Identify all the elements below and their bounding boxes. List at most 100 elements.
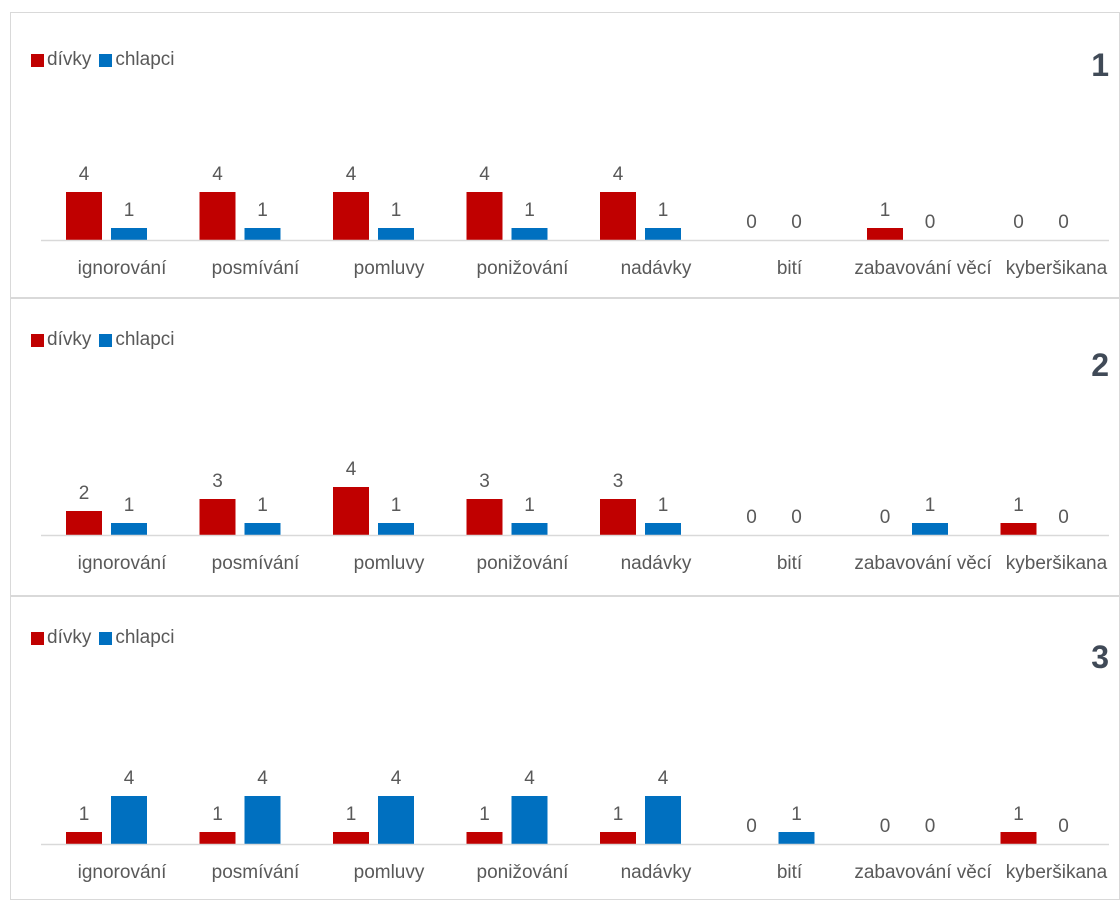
data-label: 0 (925, 212, 936, 233)
chart-panel-2: dívky chlapci 2 2 1 ignorování 3 1 posmívání 4 1 po… (10, 298, 1120, 596)
legend-swatch (31, 631, 44, 645)
category-label: ponižování (477, 553, 570, 574)
data-label: 1 (524, 200, 535, 221)
bar (645, 523, 681, 535)
data-label: 1 (257, 200, 268, 221)
data-label: 1 (391, 200, 402, 221)
data-label: 1 (257, 495, 268, 516)
category-label: kyberšikana (1006, 862, 1108, 883)
data-label: 3 (212, 471, 223, 492)
category-label: posmívání (212, 862, 300, 883)
bar (511, 523, 548, 535)
data-label: 0 (1013, 212, 1024, 233)
data-label: 4 (658, 768, 669, 789)
legend-item: chlapci (99, 329, 175, 351)
legend-swatch (31, 53, 44, 67)
data-label: 0 (880, 816, 891, 837)
data-label: 0 (746, 212, 757, 233)
data-label: 3 (479, 471, 490, 492)
legend-item: chlapci (99, 49, 175, 71)
panel-number: 2 (1091, 347, 1109, 383)
category-label: bití (777, 553, 803, 574)
legend-label: dívky (47, 329, 92, 350)
category-label: pomluvy (354, 258, 425, 279)
legend: dívky chlapci (31, 329, 183, 351)
bar (244, 796, 281, 844)
data-label: 4 (212, 164, 223, 185)
data-label: 4 (124, 768, 135, 789)
plot-area: 2 1 ignorování 3 1 posmívání 4 1 pomluvy 3 1 ponižo… (41, 459, 1109, 574)
data-label: 4 (257, 768, 268, 789)
data-label: 1 (791, 804, 802, 825)
category-label: posmívání (212, 553, 300, 574)
bar (511, 228, 548, 240)
data-label: 4 (524, 768, 535, 789)
data-label: 1 (124, 495, 135, 516)
data-label: 0 (925, 816, 936, 837)
category-label: zabavování věcí (854, 258, 992, 279)
category-label: kyberšikana (1006, 258, 1108, 279)
data-label: 3 (613, 471, 624, 492)
data-label: 1 (613, 804, 624, 825)
legend: dívky chlapci (31, 627, 183, 649)
bar (645, 228, 681, 240)
legend-label: chlapci (115, 329, 175, 350)
data-label: 4 (346, 164, 357, 185)
category-label: pomluvy (354, 862, 425, 883)
legend-label: chlapci (115, 627, 175, 648)
bar (333, 487, 369, 535)
data-label: 4 (613, 164, 624, 185)
legend: dívky chlapci (31, 49, 183, 71)
legend-swatch (99, 333, 113, 347)
plot-area: 1 4 ignorování 1 4 posmívání 1 4 pomluvy 1 4 ponižo… (41, 768, 1109, 883)
bar (111, 796, 147, 844)
data-label: 0 (1058, 507, 1069, 528)
bar (867, 228, 903, 240)
legend-item: dívky (31, 627, 91, 649)
category-label: zabavování věcí (854, 862, 992, 883)
data-label: 4 (79, 164, 90, 185)
legend-item: dívky (31, 329, 91, 351)
data-label: 1 (1013, 804, 1024, 825)
bar (111, 523, 147, 535)
legend-label: dívky (47, 627, 92, 648)
data-label: 1 (479, 804, 490, 825)
category-label: ignorování (78, 553, 167, 574)
bar (66, 832, 102, 844)
data-label: 4 (346, 459, 357, 480)
bar (1000, 832, 1037, 844)
legend-label: chlapci (115, 49, 175, 70)
category-label: posmívání (212, 258, 300, 279)
bar (333, 832, 369, 844)
bar (378, 796, 414, 844)
data-label: 0 (1058, 816, 1069, 837)
bar (466, 192, 503, 240)
bar (511, 796, 548, 844)
data-label: 1 (880, 200, 891, 221)
category-label: ignorování (78, 862, 167, 883)
category-label: nadávky (621, 862, 692, 883)
bar (66, 511, 102, 535)
data-label: 1 (1013, 495, 1024, 516)
data-label: 1 (658, 200, 669, 221)
category-label: nadávky (621, 553, 692, 574)
data-label: 2 (79, 483, 90, 504)
data-label: 0 (791, 212, 802, 233)
bar (778, 832, 815, 844)
bar (66, 192, 102, 240)
category-label: nadávky (621, 258, 692, 279)
data-label: 4 (391, 768, 402, 789)
panel-number: 3 (1091, 639, 1109, 675)
legend-item: dívky (31, 49, 91, 71)
data-label: 0 (880, 507, 891, 528)
data-label: 0 (746, 507, 757, 528)
legend-item: chlapci (99, 627, 175, 649)
bar (199, 499, 236, 535)
bar (466, 832, 503, 844)
data-label: 0 (1058, 212, 1069, 233)
data-label: 1 (658, 495, 669, 516)
plot-area: 4 1 ignorování 4 1 posmívání 4 1 pomluvy 4 1 ponižo… (41, 164, 1109, 279)
bar (600, 499, 636, 535)
data-label: 4 (479, 164, 490, 185)
